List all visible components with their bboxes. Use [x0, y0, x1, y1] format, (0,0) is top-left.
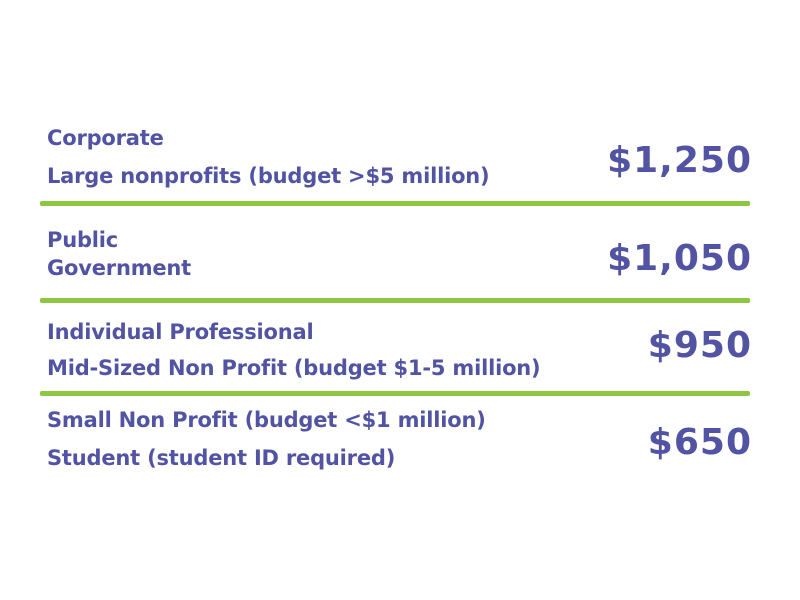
tier-3-price: $950 — [647, 325, 752, 366]
tier-2-category-1: Public — [47, 228, 119, 252]
tier-1-category-1: Corporate — [47, 126, 164, 150]
tier-4-category-2: Student (student ID required) — [47, 446, 396, 470]
tier-4-price: $650 — [647, 422, 752, 463]
tier-divider — [40, 391, 750, 396]
tier-3-category-1: Individual Professional — [47, 320, 314, 344]
tier-1-category-2: Large nonprofits (budget >$5 million) — [47, 164, 490, 188]
tier-1-price: $1,250 — [607, 140, 752, 181]
tier-4-category-1: Small Non Profit (budget <$1 million) — [47, 408, 486, 432]
tier-2-price: $1,050 — [607, 238, 752, 279]
tier-divider — [40, 201, 750, 206]
tier-3-category-2: Mid-Sized Non Profit (budget $1-5 millio… — [47, 356, 541, 380]
tier-divider — [40, 298, 750, 303]
tier-2-category-2: Government — [47, 256, 192, 280]
